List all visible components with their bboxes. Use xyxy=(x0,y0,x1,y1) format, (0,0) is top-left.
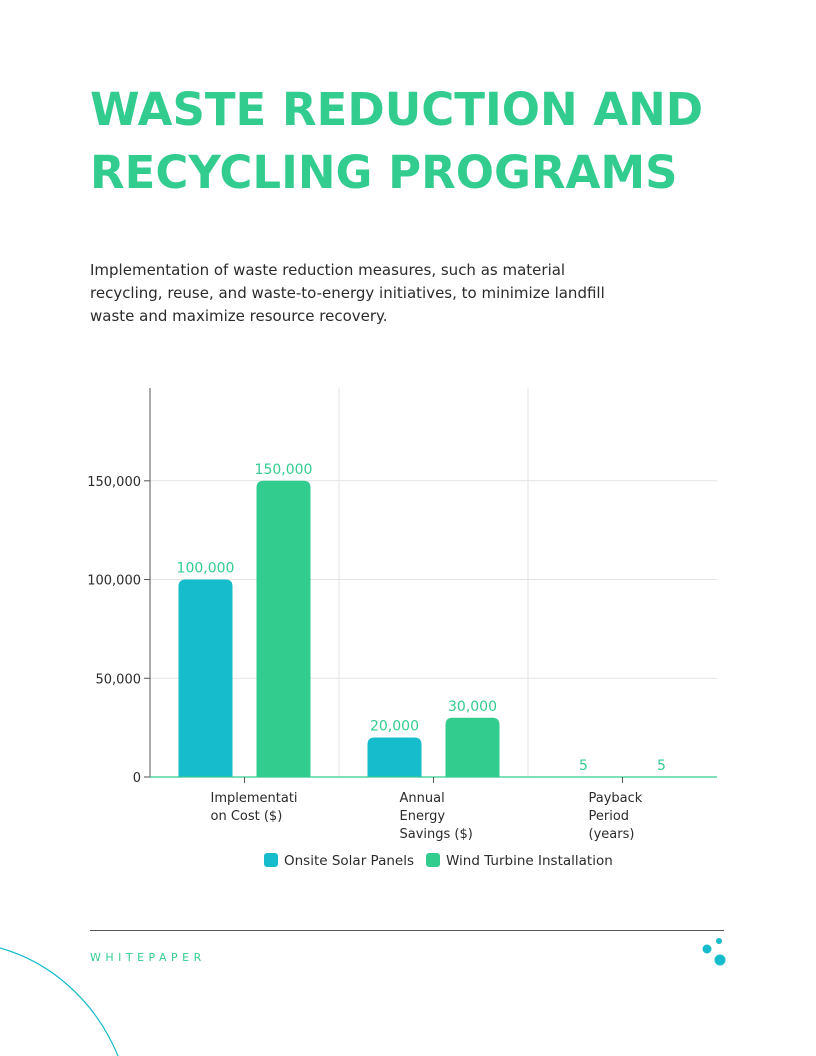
page-title: WASTE REDUCTION AND RECYCLING PROGRAMS xyxy=(90,78,750,204)
bar-value-label: 5 xyxy=(579,758,588,774)
bar-value-label: 20,000 xyxy=(370,719,419,735)
y-tick-label: 0 xyxy=(133,771,141,786)
x-tick-label: Period xyxy=(589,809,630,824)
bar-value-label: 150,000 xyxy=(255,462,313,478)
title-line-1: WASTE REDUCTION AND xyxy=(90,83,704,136)
y-tick-label: 50,000 xyxy=(96,672,142,687)
bar-value-label: 5 xyxy=(657,758,666,774)
x-tick-label: Annual xyxy=(400,791,445,806)
x-tick-label: Energy xyxy=(400,809,446,824)
x-tick-label: (years) xyxy=(589,827,635,842)
decorative-arc xyxy=(0,947,119,1056)
bar-wind xyxy=(445,717,500,777)
bar-solar xyxy=(367,737,422,777)
x-tick-label: Implementati xyxy=(211,791,298,806)
bar-value-label: 30,000 xyxy=(448,699,497,715)
brand-logo-icon xyxy=(702,938,726,966)
bar-solar xyxy=(178,579,233,777)
y-tick-label: 100,000 xyxy=(87,574,141,589)
legend-label: Wind Turbine Installation xyxy=(446,853,613,869)
bar-value-label: 100,000 xyxy=(177,561,235,577)
legend-swatch xyxy=(264,853,278,867)
bar-chart: 0 50,000 100,000 150,000 100,000 20,000 5 150,0… xyxy=(87,388,717,869)
footer-label: WHITEPAPER xyxy=(90,951,206,964)
title-line-2: RECYCLING PROGRAMS xyxy=(90,146,678,199)
x-tick-label: on Cost ($) xyxy=(211,809,283,824)
bar-wind xyxy=(256,480,311,777)
legend-label: Onsite Solar Panels xyxy=(284,853,414,869)
x-tick-label: Savings ($) xyxy=(400,827,473,842)
x-tick-label: Payback xyxy=(589,791,643,806)
footer-divider xyxy=(90,930,724,931)
y-tick-label: 150,000 xyxy=(87,475,141,490)
description-paragraph: Implementation of waste reduction measur… xyxy=(90,261,605,325)
legend-swatch xyxy=(426,853,440,867)
